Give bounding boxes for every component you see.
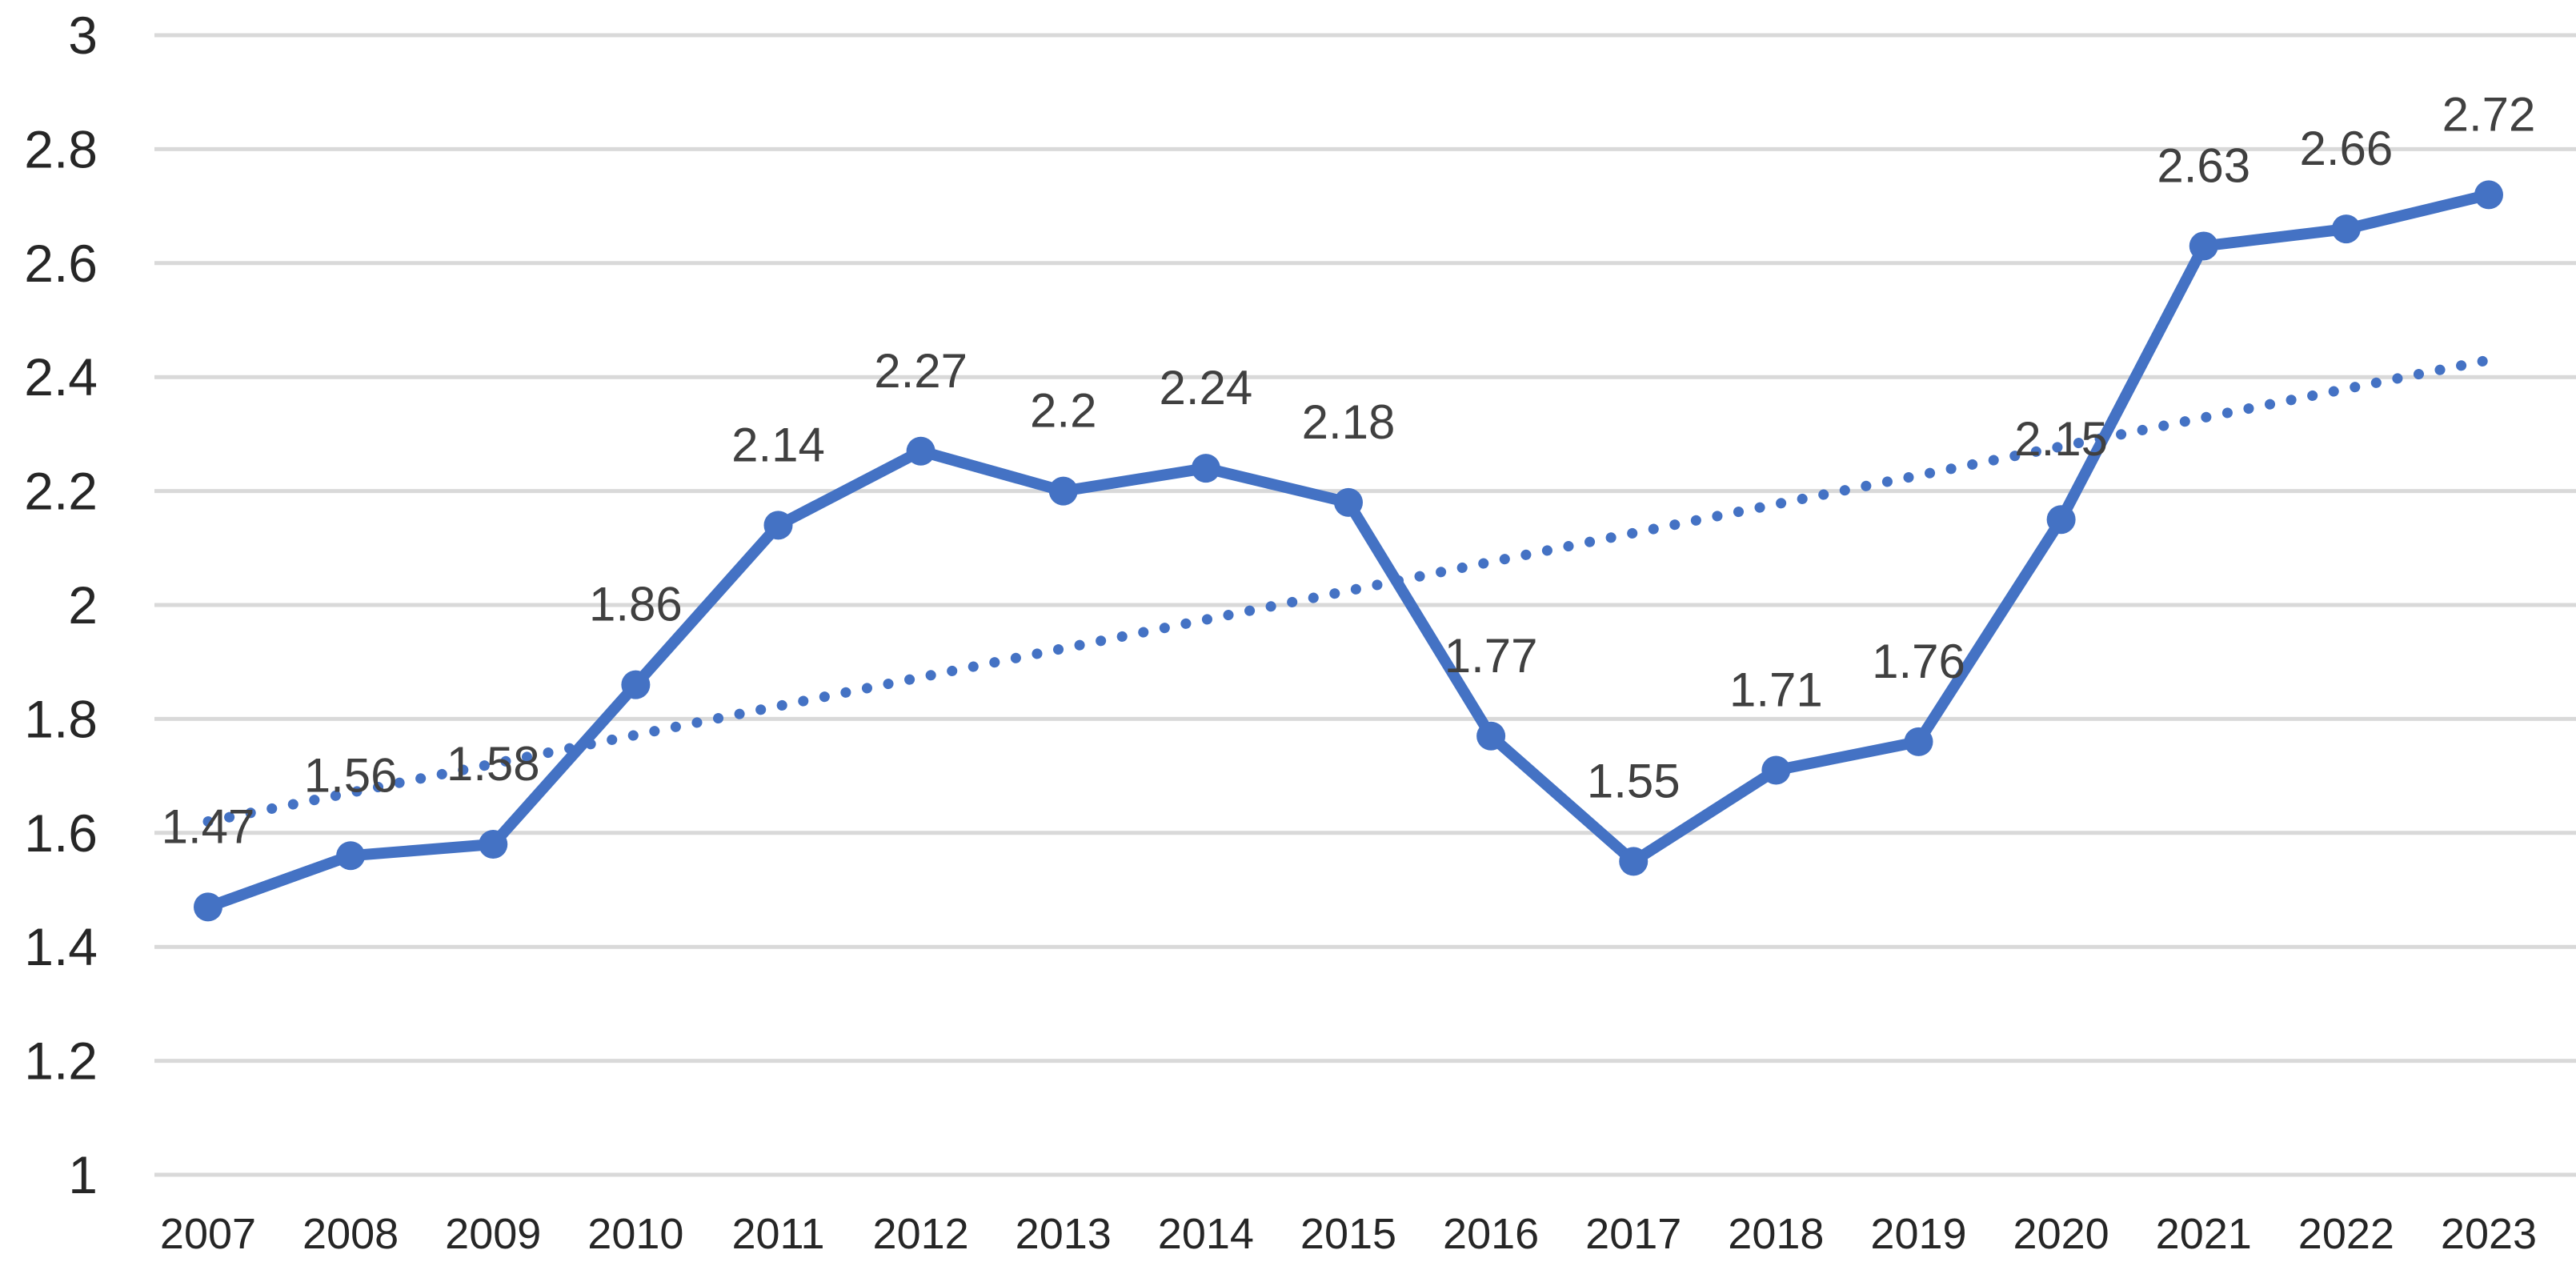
data-point-label: 1.71: [1729, 663, 1823, 716]
data-point-marker: [336, 841, 366, 871]
data-point-marker: [1476, 721, 1506, 751]
data-point-marker: [906, 436, 935, 466]
data-point-label: 2.27: [874, 344, 968, 398]
data-point-label: 1.86: [589, 578, 683, 631]
data-point-label: 1.58: [447, 737, 540, 791]
data-point-label: 1.56: [304, 748, 398, 802]
y-axis-tick-label: 2.8: [24, 119, 98, 178]
x-axis-tick-label: 2009: [445, 1210, 541, 1258]
data-point-label: 2.14: [731, 418, 825, 471]
x-axis-tick-label: 2013: [1016, 1210, 1112, 1258]
data-point-marker: [1191, 454, 1220, 483]
x-axis-tick-label: 2022: [2298, 1210, 2394, 1258]
x-axis-tick-label: 2023: [2441, 1210, 2537, 1258]
x-axis-tick-label: 2018: [1728, 1210, 1824, 1258]
y-axis-tick-label: 1.2: [24, 1032, 98, 1091]
data-point-label: 2.15: [2014, 412, 2108, 466]
y-axis-tick-label: 2: [68, 575, 98, 635]
y-axis-tick-label: 2.6: [24, 234, 98, 293]
x-axis-tick-label: 2007: [160, 1210, 256, 1258]
data-point-label: 2.66: [2299, 122, 2393, 175]
data-point-marker: [2474, 180, 2503, 210]
data-point-label: 2.2: [1030, 384, 1096, 438]
data-point-marker: [2189, 231, 2218, 261]
data-point-label: 2.18: [1302, 395, 1396, 449]
y-axis-tick-label: 1.8: [24, 689, 98, 748]
data-point-marker: [1334, 487, 1363, 517]
y-axis-tick-label: 1: [68, 1145, 98, 1204]
data-point-marker: [479, 830, 508, 859]
data-point-label: 2.63: [2157, 138, 2250, 192]
y-axis-tick-label: 1.6: [24, 803, 98, 863]
data-point-marker: [1761, 755, 1791, 785]
x-axis-tick-label: 2021: [2156, 1210, 2252, 1258]
x-axis-tick-label: 2020: [2013, 1210, 2109, 1258]
x-axis-tick-label: 2019: [1870, 1210, 1966, 1258]
y-axis-tick-label: 2.4: [24, 347, 98, 407]
data-point-label: 1.76: [1872, 635, 1965, 688]
data-point-label: 1.55: [1587, 754, 1681, 807]
y-axis-tick-label: 1.4: [24, 917, 98, 976]
x-axis-tick-label: 2008: [302, 1210, 399, 1258]
x-axis-tick-label: 2017: [1585, 1210, 1681, 1258]
data-point-marker: [2046, 505, 2076, 535]
x-axis-tick-label: 2016: [1443, 1210, 1539, 1258]
data-point-marker: [763, 511, 793, 540]
y-axis-tick-label: 3: [68, 6, 98, 65]
x-axis-tick-label: 2011: [731, 1210, 824, 1258]
x-axis-tick-label: 2015: [1300, 1210, 1396, 1258]
data-point-marker: [1619, 847, 1649, 876]
data-point-marker: [1904, 727, 1933, 756]
data-point-label: 1.47: [162, 799, 255, 853]
data-point-label: 2.72: [2442, 87, 2536, 141]
x-axis-tick-label: 2012: [873, 1210, 969, 1258]
data-point-marker: [621, 670, 651, 699]
data-point-label: 1.77: [1444, 629, 1538, 683]
data-point-marker: [2331, 214, 2361, 244]
x-axis-tick-label: 2010: [587, 1210, 683, 1258]
data-point-marker: [194, 892, 222, 922]
x-axis-tick-label: 2014: [1158, 1210, 1254, 1258]
data-point-marker: [1048, 476, 1078, 506]
y-axis-tick-label: 2.2: [24, 462, 98, 521]
data-point-label: 2.24: [1159, 361, 1252, 415]
